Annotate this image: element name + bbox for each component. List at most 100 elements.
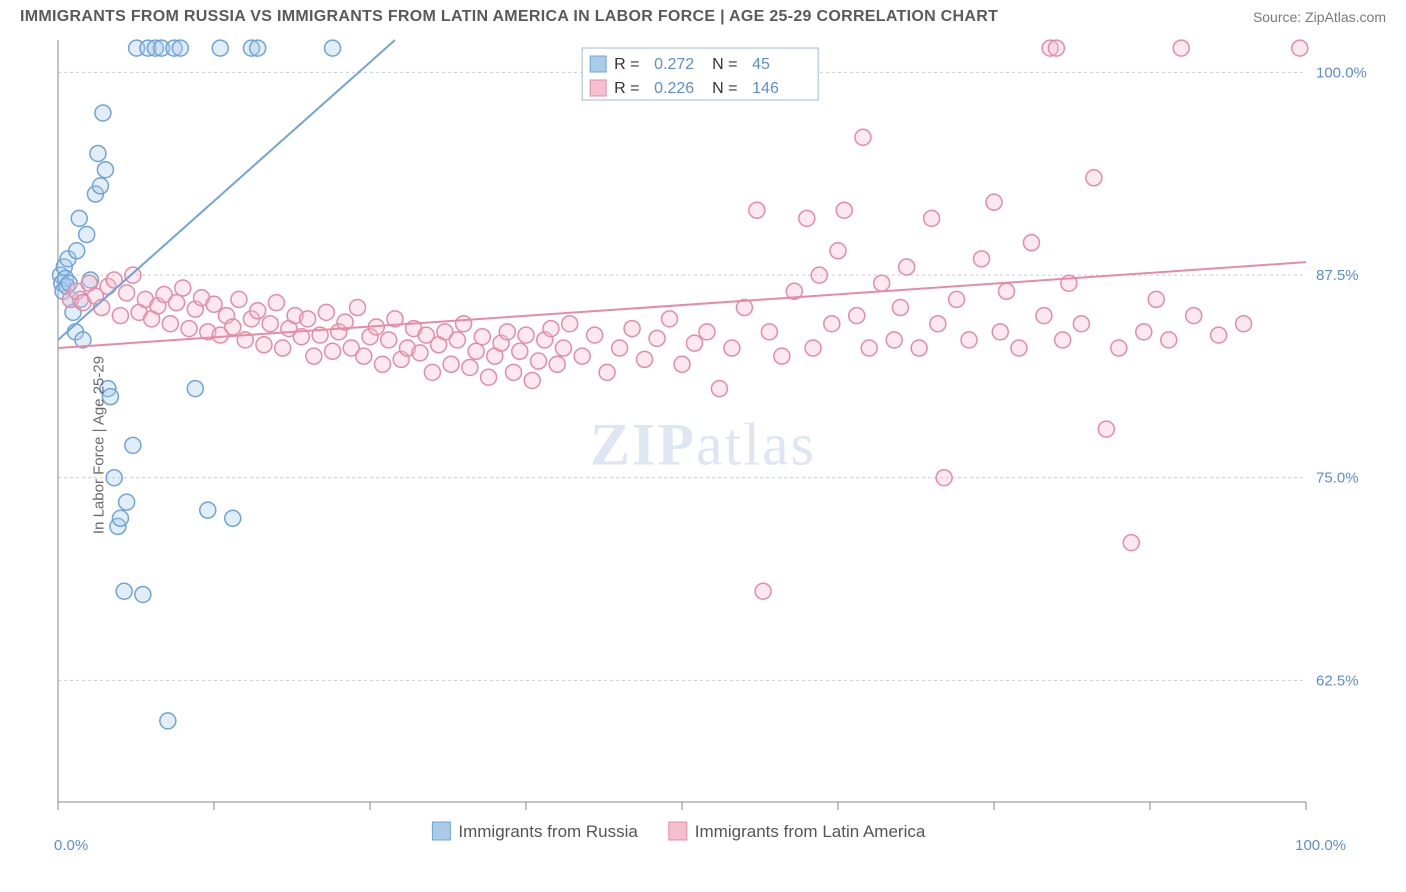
regression-line xyxy=(58,40,395,340)
data-point xyxy=(1292,40,1308,56)
data-point xyxy=(699,324,715,340)
legend-r-label: R = xyxy=(614,56,639,73)
data-point xyxy=(824,316,840,332)
data-point xyxy=(1055,332,1071,348)
data-point xyxy=(506,364,522,380)
x-tick-label: 0.0% xyxy=(54,837,88,854)
data-point xyxy=(674,356,690,372)
data-point xyxy=(325,343,341,359)
data-point xyxy=(175,280,191,296)
data-point xyxy=(849,308,865,324)
data-point xyxy=(350,300,366,316)
data-point xyxy=(181,321,197,337)
data-point xyxy=(974,251,990,267)
bottom-legend-swatch xyxy=(669,822,687,840)
data-point xyxy=(805,340,821,356)
legend-n-label: N = xyxy=(712,56,737,73)
data-point xyxy=(992,324,1008,340)
data-point xyxy=(1036,308,1052,324)
legend-r-value: 0.272 xyxy=(654,56,694,73)
bottom-legend-label: Immigrants from Russia xyxy=(458,822,638,841)
y-tick-label: 100.0% xyxy=(1316,64,1367,81)
y-tick-label: 62.5% xyxy=(1316,672,1359,689)
data-point xyxy=(686,335,702,351)
data-point xyxy=(1148,291,1164,307)
data-point xyxy=(1136,324,1152,340)
data-point xyxy=(424,364,440,380)
data-point xyxy=(512,343,528,359)
data-point xyxy=(462,359,478,375)
data-point xyxy=(456,316,472,332)
data-point xyxy=(599,364,615,380)
data-point xyxy=(300,311,316,327)
data-point xyxy=(69,243,85,259)
data-point xyxy=(212,40,228,56)
data-point xyxy=(95,105,111,121)
data-point xyxy=(899,259,915,275)
data-point xyxy=(306,348,322,364)
data-point xyxy=(886,332,902,348)
data-point xyxy=(836,202,852,218)
data-point xyxy=(468,343,484,359)
data-point xyxy=(911,340,927,356)
data-point xyxy=(250,40,266,56)
data-point xyxy=(799,210,815,226)
data-point xyxy=(755,583,771,599)
data-point xyxy=(811,267,827,283)
title-bar: IMMIGRANTS FROM RUSSIA VS IMMIGRANTS FRO… xyxy=(0,0,1406,30)
data-point xyxy=(649,330,665,346)
data-point xyxy=(71,210,87,226)
data-point xyxy=(662,311,678,327)
data-point xyxy=(874,275,890,291)
data-point xyxy=(574,348,590,364)
data-point xyxy=(116,583,132,599)
data-point xyxy=(412,345,428,361)
bottom-legend-swatch xyxy=(432,822,450,840)
data-point xyxy=(930,316,946,332)
data-point xyxy=(1011,340,1027,356)
data-point xyxy=(256,337,272,353)
data-point xyxy=(125,437,141,453)
data-point xyxy=(861,340,877,356)
y-axis-label: In Labor Force | Age 25-29 xyxy=(91,356,108,534)
data-point xyxy=(524,372,540,388)
data-point xyxy=(949,291,965,307)
data-point xyxy=(162,316,178,332)
data-point xyxy=(936,470,952,486)
data-point xyxy=(1086,170,1102,186)
data-point xyxy=(443,356,459,372)
data-point xyxy=(1161,332,1177,348)
data-point xyxy=(855,129,871,145)
data-point xyxy=(1098,421,1114,437)
data-point xyxy=(1073,316,1089,332)
data-point xyxy=(774,348,790,364)
data-point xyxy=(92,178,108,194)
legend-r-label: R = xyxy=(614,80,639,97)
data-point xyxy=(112,308,128,324)
data-point xyxy=(530,353,546,369)
data-point xyxy=(119,494,135,510)
data-point xyxy=(624,321,640,337)
data-point xyxy=(200,502,216,518)
data-point xyxy=(1123,535,1139,551)
data-point xyxy=(106,470,122,486)
legend-n-value: 45 xyxy=(752,56,770,73)
data-point xyxy=(225,510,241,526)
scatter-chart: 0.0%100.0%75.0%100.0%62.5%87.5%R =0.272N… xyxy=(20,30,1386,860)
data-point xyxy=(587,327,603,343)
chart-area: In Labor Force | Age 25-29 0.0%100.0%75.… xyxy=(20,30,1386,860)
data-point xyxy=(1023,235,1039,251)
legend-n-label: N = xyxy=(712,80,737,97)
data-point xyxy=(172,40,188,56)
data-point xyxy=(555,340,571,356)
data-point xyxy=(160,713,176,729)
data-point xyxy=(262,316,278,332)
x-tick-label: 100.0% xyxy=(1295,837,1346,854)
data-point xyxy=(543,321,559,337)
data-point xyxy=(892,300,908,316)
legend-swatch xyxy=(590,80,606,96)
data-point xyxy=(481,369,497,385)
data-point xyxy=(961,332,977,348)
data-point xyxy=(318,304,334,320)
data-point xyxy=(986,194,1002,210)
